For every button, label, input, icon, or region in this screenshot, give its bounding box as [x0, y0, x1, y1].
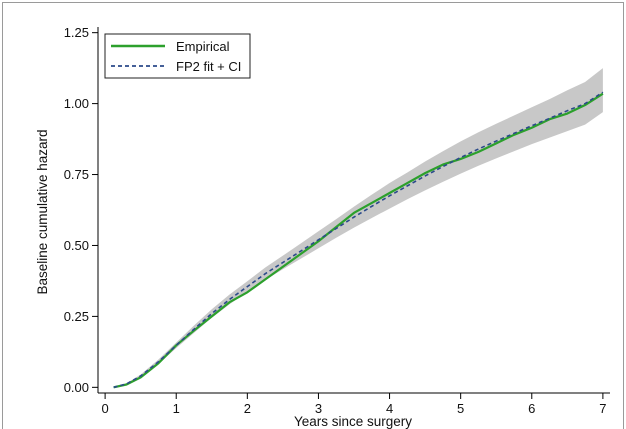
x-tick-label: 3	[315, 401, 322, 416]
fp2-ci-band	[113, 68, 603, 388]
x-tick-label: 2	[244, 401, 251, 416]
y-axis-title: Baseline cumulative hazard	[35, 129, 50, 294]
legend-label-empirical: Empirical	[176, 39, 230, 54]
series-line-fp2-fit	[113, 91, 604, 389]
y-tick-label: 1.25	[64, 25, 89, 40]
legend: Empirical FP2 fit + CI	[104, 33, 251, 79]
y-tick-label: 0.50	[64, 238, 89, 253]
y-tick-label: 0.00	[64, 380, 89, 395]
x-tick-label: 7	[599, 401, 606, 416]
x-tick-label: 4	[386, 401, 393, 416]
axes: 0 1 2 3 4 5 6 7 0.00 0.25 0.50 0.75 1.00 1.25	[64, 25, 610, 416]
x-tick-label: 6	[528, 401, 535, 416]
x-tick-label: 0	[101, 401, 108, 416]
legend-box	[104, 33, 251, 79]
legend-label-fp2-fit: FP2 fit + CI	[176, 59, 241, 74]
x-tick-label: 5	[457, 401, 464, 416]
y-tick-label: 0.25	[64, 309, 89, 324]
x-axis-title: Years since surgery	[294, 414, 412, 429]
y-tick-label: 1.00	[64, 96, 89, 111]
x-tick-label: 1	[173, 401, 180, 416]
y-tick-label: 0.75	[64, 167, 89, 182]
plot-area	[113, 68, 604, 389]
